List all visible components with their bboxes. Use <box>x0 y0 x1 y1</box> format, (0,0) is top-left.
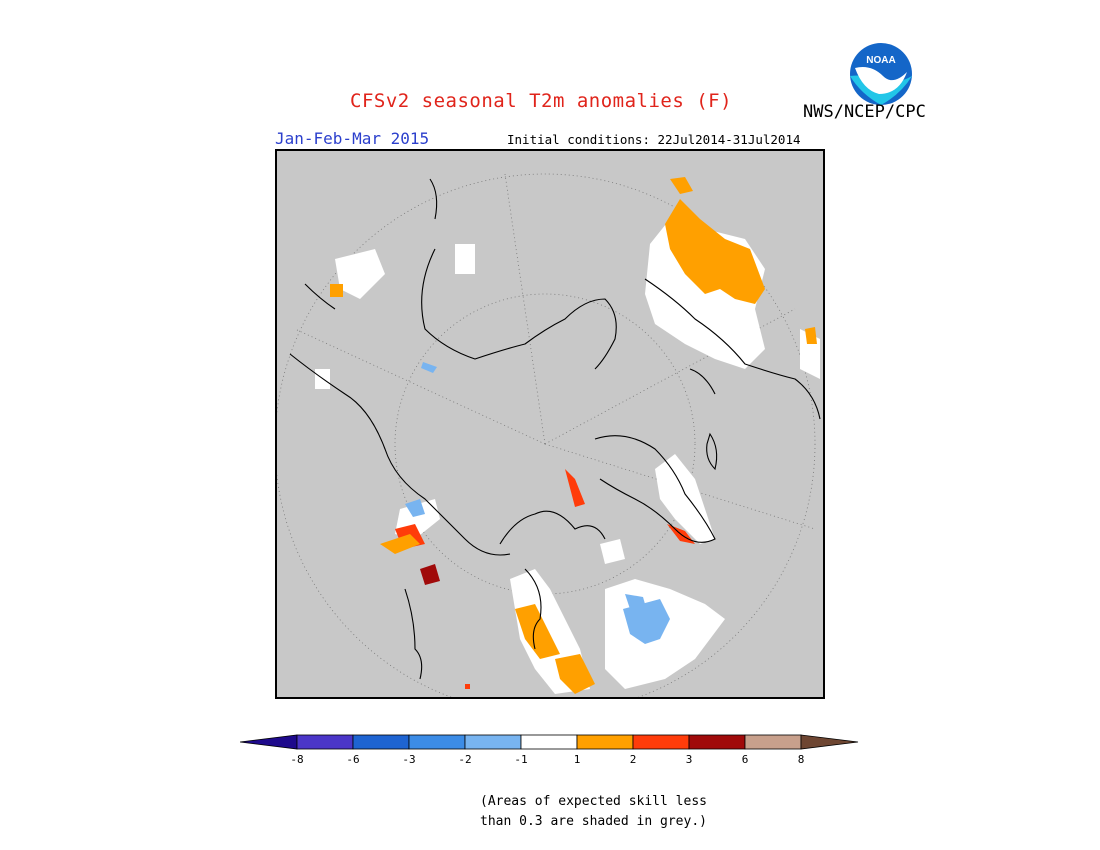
anomaly-areas <box>330 177 817 694</box>
colorbar-tick-label: 8 <box>797 753 805 766</box>
map-frame <box>275 149 825 699</box>
skill-note-line-2: than 0.3 are shaded in grey.) <box>480 814 707 829</box>
skill-note: (Areas of expected skill less than 0.3 a… <box>480 792 707 832</box>
colorbar-segment <box>520 734 578 750</box>
logo-text: NOAA <box>866 55 895 66</box>
colorbar <box>239 733 860 753</box>
colorbar-tick-label: 3 <box>685 753 693 766</box>
colorbar-left-triangle <box>239 734 298 750</box>
colorbar-right-triangle <box>800 734 859 750</box>
colorbar-tick-label: -2 <box>458 753 472 766</box>
colorbar-tick-label: 1 <box>573 753 581 766</box>
polar-map <box>275 149 825 699</box>
colorbar-segment <box>632 734 690 750</box>
chart-title: CFSv2 seasonal T2m anomalies (F) <box>350 90 733 112</box>
colorbar-segment <box>352 734 410 750</box>
colorbar-tick-label: 6 <box>741 753 749 766</box>
agency-label: NWS/NCEP/CPC <box>803 102 926 122</box>
colorbar-segment <box>464 734 522 750</box>
colorbar-ticks: -8 -6 -3 -2 -1 1 2 3 6 8 <box>0 753 1100 767</box>
noaa-logo: NOAA <box>849 42 913 106</box>
colorbar-segment <box>744 734 802 750</box>
colorbar-tick-label: -8 <box>290 753 304 766</box>
skill-note-line-1: (Areas of expected skill less <box>480 794 707 809</box>
colorbar-segment <box>688 734 746 750</box>
colorbar-tick-label: -3 <box>402 753 416 766</box>
colorbar-tick-label: -1 <box>514 753 528 766</box>
initial-conditions-label: Initial conditions: 22Jul2014-31Jul2014 <box>507 132 801 147</box>
season-label: Jan-Feb-Mar 2015 <box>275 129 430 148</box>
colorbar-tick-label: -6 <box>346 753 360 766</box>
coastlines <box>289 178 821 680</box>
colorbar-segment <box>408 734 466 750</box>
colorbar-tick-label: 2 <box>629 753 637 766</box>
colorbar-segment <box>576 734 634 750</box>
colorbar-segment <box>296 734 354 750</box>
